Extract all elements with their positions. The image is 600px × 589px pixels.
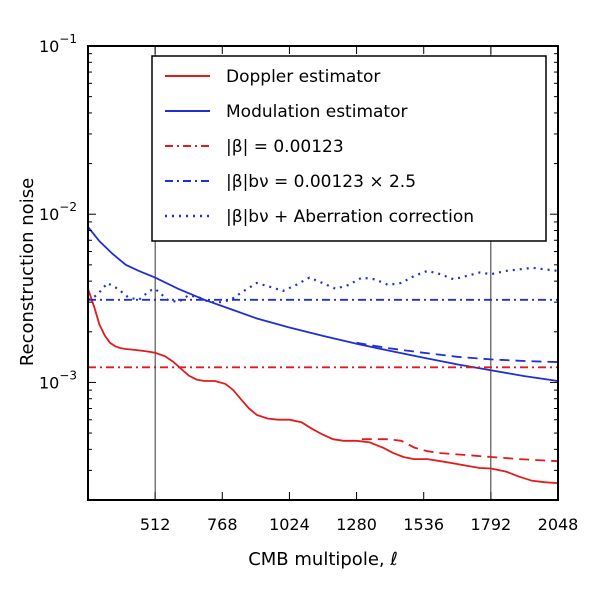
legend-label-3: |β|bν = 0.00123 × 2.5 xyxy=(226,172,416,192)
x-tick-label: 1536 xyxy=(403,515,444,534)
y-axis-label: Reconstruction noise xyxy=(17,178,38,366)
y-tick-label: 10−3 xyxy=(39,368,77,392)
series-line-0 xyxy=(87,288,559,484)
x-tick-label: 768 xyxy=(207,515,238,534)
legend-box xyxy=(151,55,547,242)
legend-label-2: |β| = 0.00123 xyxy=(226,137,344,157)
series-line-4 xyxy=(87,266,559,304)
x-axis-label: CMB multipole, ℓ xyxy=(248,549,398,570)
series-line-1 xyxy=(87,226,559,382)
plot-frame xyxy=(87,45,559,501)
y-tick-label: 10−1 xyxy=(39,32,77,56)
legend-label-1: Modulation estimator xyxy=(226,102,407,122)
axes: 512 768 1024 1280 1536 1792 2048 10−1 10−2 10−3 xyxy=(39,32,578,534)
x-tick-label: 2048 xyxy=(538,515,579,534)
legend: Doppler estimator Modulation estimator |β|… xyxy=(151,55,547,242)
plot-series xyxy=(87,226,559,484)
y-tick-label: 10−2 xyxy=(39,200,77,224)
legend-label-4: |β|bν + Aberration correction xyxy=(226,207,474,227)
series-line-6 xyxy=(356,341,559,363)
x-tick-label: 512 xyxy=(140,515,171,534)
x-tick-label: 1024 xyxy=(269,515,310,534)
series-line-5 xyxy=(361,438,559,463)
x-tick-label: 1280 xyxy=(336,515,377,534)
legend-label-0: Doppler estimator xyxy=(226,67,380,87)
x-tick-label: 1792 xyxy=(470,515,511,534)
